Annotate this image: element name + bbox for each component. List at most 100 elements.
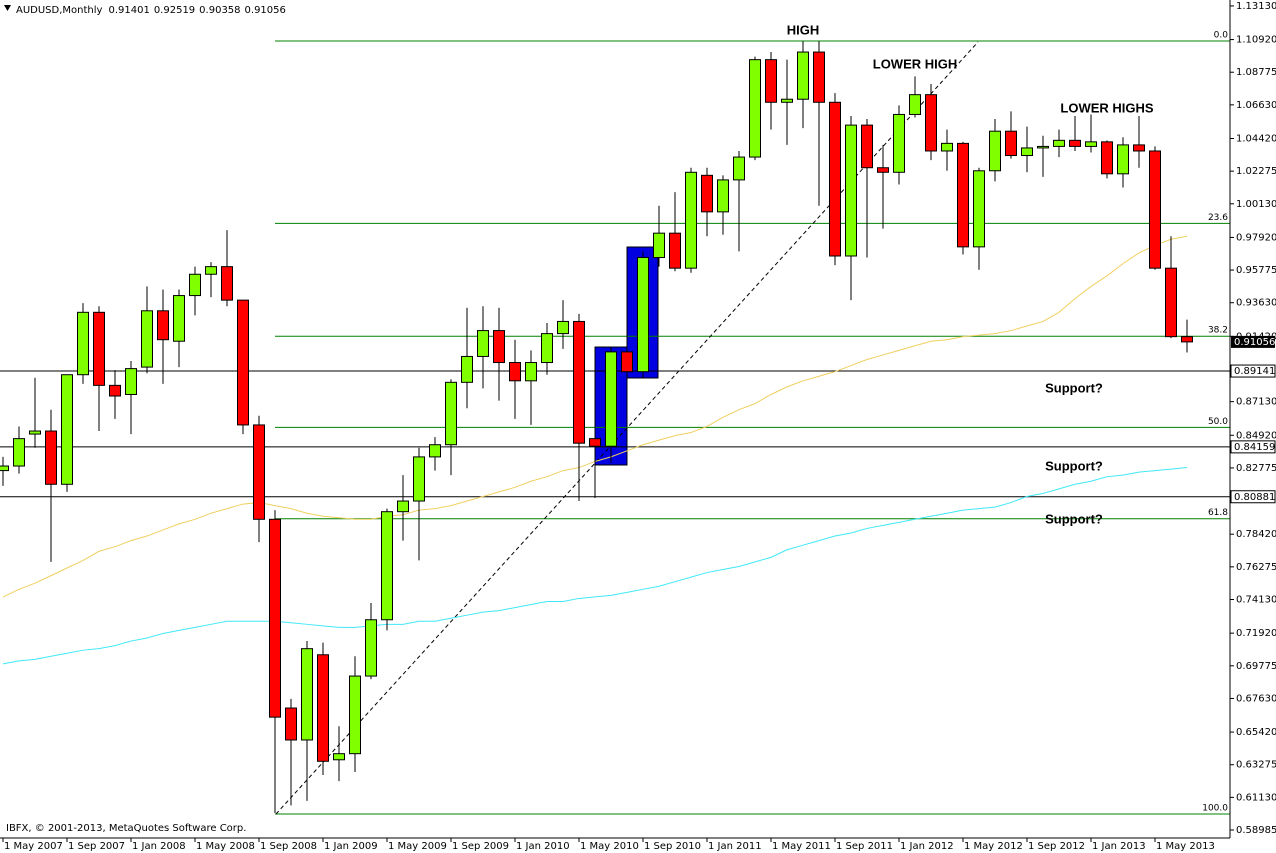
candle-body [1037, 145, 1049, 149]
price-box [1230, 440, 1276, 454]
candle-body [909, 94, 921, 115]
candle-body [765, 59, 777, 103]
y-tick-label: 0.93630 [1236, 298, 1276, 309]
y-tick-label: 1.00130 [1236, 199, 1276, 210]
price-box [1230, 364, 1276, 378]
fib-label: 50.0 [1208, 417, 1228, 427]
fib-label: 100.0 [1202, 803, 1228, 813]
candle-body [717, 179, 729, 213]
x-tick-label: 1 Sep 2007 [68, 841, 125, 852]
candle-body [317, 654, 329, 762]
candle-body [1165, 267, 1177, 338]
y-tick-label: 1.13130 [1236, 1, 1276, 12]
header-open: 0.91401 [108, 5, 149, 16]
candle-body [157, 310, 169, 341]
candle-body [1053, 139, 1065, 147]
candle-body [509, 362, 521, 382]
y-tick-label: 0.63275 [1236, 760, 1276, 771]
header-high: 0.92519 [154, 5, 195, 16]
candle-body [653, 232, 665, 259]
fib-label: 61.8 [1208, 508, 1228, 518]
current-price-label: 0.91056 [1234, 337, 1275, 348]
current-price-box [1231, 335, 1275, 348]
candle-body [381, 511, 393, 621]
y-tick-label: 0.95775 [1236, 265, 1276, 276]
candle-body [45, 430, 57, 485]
header-close: 0.91056 [245, 5, 286, 16]
fib-label: 0.0 [1214, 30, 1229, 40]
y-tick-label: 0.58985 [1236, 825, 1276, 836]
candle-body [829, 101, 841, 257]
candle-body [61, 374, 73, 485]
price-label: 0.89141 [1234, 366, 1275, 377]
y-tick-label: 0.65420 [1236, 727, 1276, 738]
price-label: 0.84159 [1234, 442, 1275, 453]
candle-body [141, 310, 153, 368]
x-tick-label: 1 Sep 2008 [260, 841, 317, 852]
candle-body [477, 330, 489, 357]
candle-body [13, 438, 25, 467]
candle-body [125, 368, 137, 395]
candle-body [573, 320, 585, 444]
moving-average [2, 467, 1188, 665]
candle-body [349, 675, 361, 755]
candle-body [301, 648, 313, 741]
y-tick-label: 0.87130 [1236, 397, 1276, 408]
x-tick-label: 1 May 2013 [1156, 841, 1215, 852]
candle-body [877, 167, 889, 173]
y-tick-label: 0.97920 [1236, 232, 1276, 243]
candle-body [957, 142, 969, 248]
x-tick-label: 1 Sep 2011 [836, 841, 893, 852]
annotation: Support? [1045, 380, 1103, 395]
annotation: LOWER HIGH [873, 56, 958, 71]
header-icon [4, 5, 11, 11]
candle-body [1149, 150, 1161, 269]
candle-body [77, 311, 89, 376]
header-low: 0.90358 [199, 5, 240, 16]
candle-body [365, 619, 377, 677]
candle-body [813, 51, 825, 103]
y-tick-label: 1.08775 [1236, 67, 1276, 78]
candle-body [797, 51, 809, 100]
candle-body [189, 273, 201, 297]
annotation: HIGH [787, 22, 820, 37]
fib-label: 23.6 [1208, 213, 1228, 223]
x-tick-label: 1 May 2007 [4, 841, 63, 852]
candle-body [1069, 139, 1081, 147]
x-tick-label: 1 May 2012 [964, 841, 1023, 852]
candle-body [429, 444, 441, 458]
symbol: AUDUSD,Monthly [16, 5, 103, 16]
candle-body [0, 465, 9, 472]
candle-body [925, 94, 937, 152]
candle-body [685, 171, 697, 269]
price-box [1230, 490, 1276, 504]
candle-body [589, 438, 601, 447]
candle-body [221, 266, 233, 301]
x-tick-label: 1 May 2011 [772, 841, 831, 852]
y-tick-label: 0.82775 [1236, 463, 1276, 474]
candle-body [253, 424, 265, 520]
candle-body [413, 456, 425, 502]
candle-body [93, 311, 105, 386]
y-tick-label: 1.10920 [1236, 35, 1276, 46]
y-tick-label: 1.06630 [1236, 100, 1276, 111]
y-tick-label: 0.84920 [1236, 430, 1276, 441]
x-tick-label: 1 Jan 2011 [708, 841, 762, 852]
candle-body [541, 333, 553, 364]
candle-body [1085, 141, 1097, 147]
y-tick-label: 0.69775 [1236, 661, 1276, 672]
candle-body [749, 59, 761, 158]
candle-body [701, 174, 713, 213]
y-tick-label: 0.78420 [1236, 529, 1276, 540]
annotation: Support? [1045, 511, 1103, 526]
candle-body [557, 320, 569, 335]
y-tick-label: 0.74130 [1236, 595, 1276, 606]
candle-body [205, 266, 217, 275]
candle-body [285, 707, 297, 741]
candle-body [269, 518, 281, 718]
candle-body [445, 381, 457, 446]
candle-body [781, 98, 793, 103]
candle-body [173, 295, 185, 342]
